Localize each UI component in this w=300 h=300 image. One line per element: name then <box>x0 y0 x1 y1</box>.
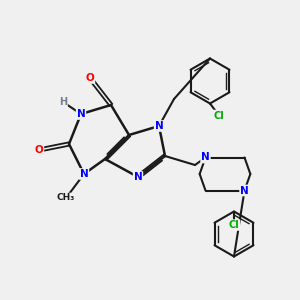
Text: N: N <box>154 121 164 131</box>
Text: Cl: Cl <box>214 110 224 121</box>
Text: N: N <box>134 172 142 182</box>
Text: O: O <box>34 145 43 155</box>
Text: Cl: Cl <box>229 220 239 230</box>
Text: O: O <box>85 73 94 83</box>
Text: H: H <box>59 97 67 107</box>
Text: N: N <box>76 109 85 119</box>
Text: N: N <box>80 169 88 179</box>
Text: CH₃: CH₃ <box>57 194 75 202</box>
Text: N: N <box>201 152 210 163</box>
Text: N: N <box>240 185 249 196</box>
